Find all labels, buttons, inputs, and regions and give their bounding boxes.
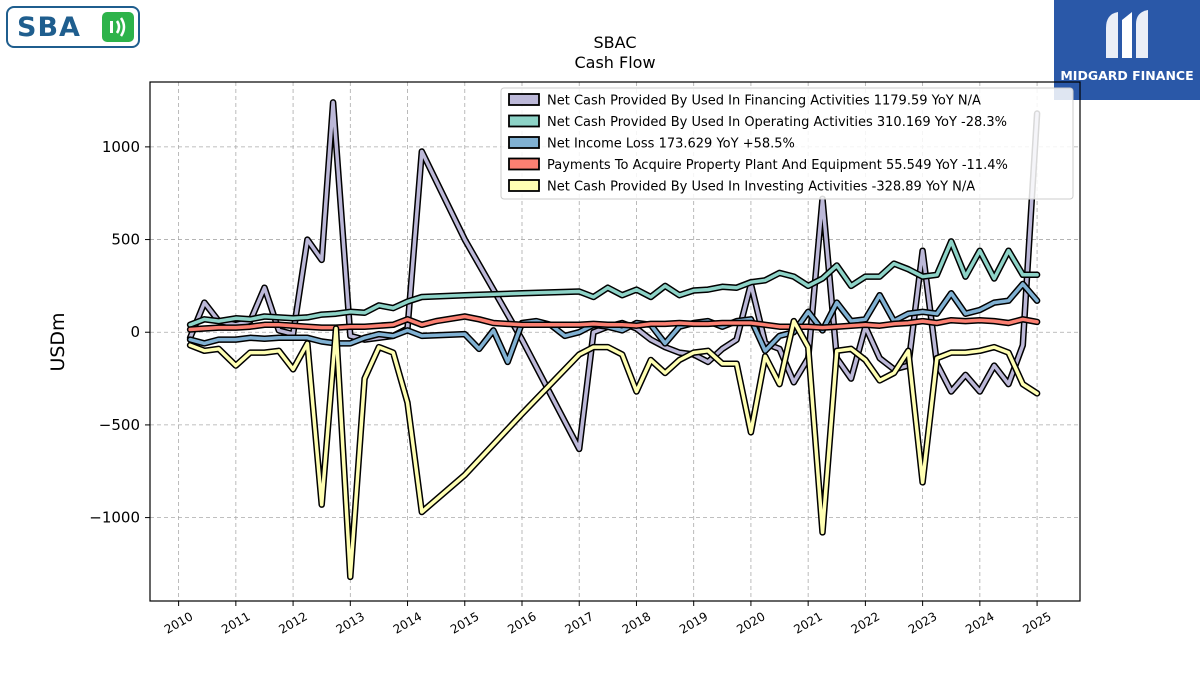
sba-logo: SBA bbox=[6, 6, 140, 48]
x-tick-label: 2018 bbox=[620, 609, 653, 636]
chart-title: SBAC bbox=[594, 33, 637, 52]
x-tick-label: 2023 bbox=[906, 609, 939, 636]
series-lines bbox=[186, 99, 1041, 581]
series-line-4 bbox=[186, 317, 1041, 581]
chart-subtitle: Cash Flow bbox=[574, 53, 655, 72]
x-tick-label: 2011 bbox=[219, 609, 252, 636]
x-tick-label: 2010 bbox=[162, 609, 195, 636]
midgard-emblem-icon bbox=[1106, 10, 1148, 58]
x-tick-label: 2020 bbox=[734, 609, 767, 636]
x-tick-label: 2012 bbox=[276, 609, 309, 636]
legend-entry-0: Net Cash Provided By Used In Financing A… bbox=[547, 94, 981, 109]
x-tick-label: 2022 bbox=[849, 609, 882, 636]
y-tick-label: 1000 bbox=[102, 138, 140, 156]
series-line-1 bbox=[186, 238, 1041, 329]
y-tick-label: −500 bbox=[99, 416, 140, 434]
series-stroke bbox=[188, 319, 1039, 579]
x-tick-label: 2019 bbox=[677, 609, 710, 636]
series-stroke bbox=[188, 100, 1039, 451]
legend-swatch bbox=[508, 157, 540, 171]
y-tick-label: −1000 bbox=[89, 509, 140, 527]
signal-icon bbox=[102, 12, 134, 42]
legend-swatch bbox=[508, 93, 540, 106]
x-tick-label: 2021 bbox=[791, 609, 824, 636]
legend-box bbox=[500, 87, 1074, 200]
x-tick-label: 2024 bbox=[963, 609, 996, 636]
midgard-finance-logo: MIDGARD FINANCE bbox=[1054, 0, 1200, 100]
y-axis-label: USDm bbox=[47, 312, 69, 371]
legend-entry-3: Payments To Acquire Property Plant And E… bbox=[547, 158, 1008, 173]
legend-swatch bbox=[508, 114, 540, 128]
x-tick-label: 2025 bbox=[1020, 609, 1053, 636]
legend-entry-4: Net Cash Provided By Used In Investing A… bbox=[547, 180, 975, 195]
plot-frame bbox=[149, 81, 1081, 602]
y-tick-label: 500 bbox=[111, 231, 140, 249]
legend-swatch bbox=[508, 136, 540, 149]
x-tick-label: 2016 bbox=[505, 609, 538, 636]
x-tick-label: 2014 bbox=[391, 609, 424, 636]
x-tick-label: 2013 bbox=[334, 609, 367, 636]
series-stroke bbox=[188, 239, 1039, 327]
series-line-3 bbox=[186, 313, 1041, 333]
midgard-finance-logo-text: MIDGARD FINANCE bbox=[1060, 68, 1194, 83]
legend: Net Cash Provided By Used In Financing A… bbox=[500, 87, 1074, 200]
series-stroke bbox=[188, 314, 1039, 332]
x-tick-label: 2017 bbox=[563, 609, 596, 636]
legend-entry-1: Net Cash Provided By Used In Operating A… bbox=[547, 115, 1007, 130]
legend-entry-2: Net Income Loss 173.629 YoY +58.5% bbox=[547, 137, 795, 152]
sba-logo-text: SBA bbox=[17, 12, 81, 43]
legend-swatch bbox=[508, 179, 540, 192]
x-tick-label: 2015 bbox=[448, 609, 481, 636]
y-tick-label: 0 bbox=[130, 323, 140, 341]
series-line-0 bbox=[186, 99, 1041, 453]
